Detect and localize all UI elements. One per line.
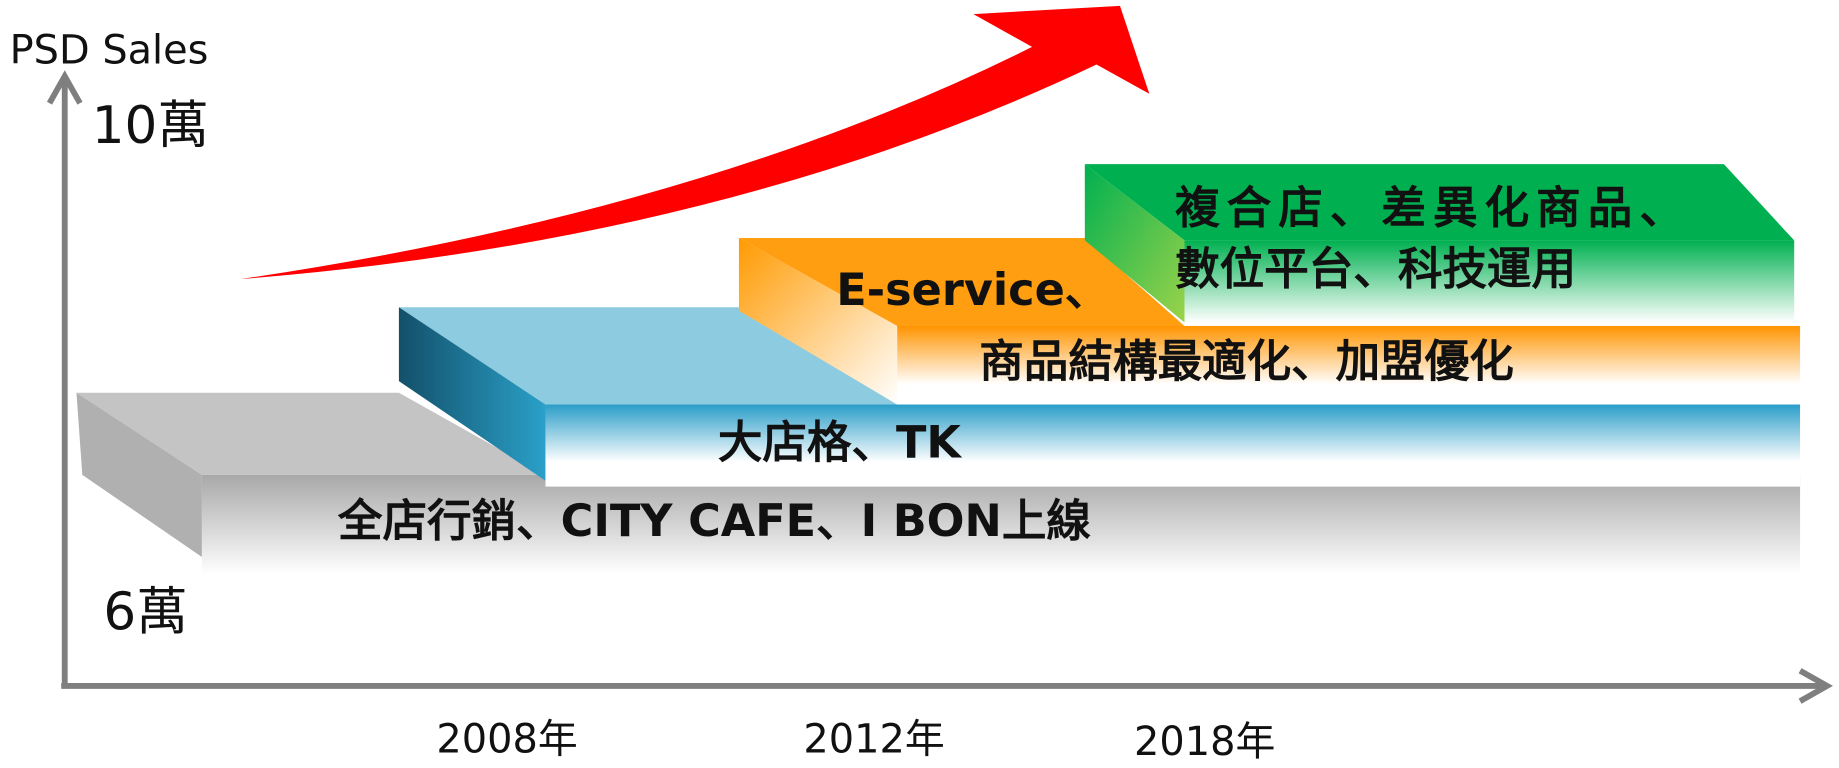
y-top-label: 10萬 (92, 96, 209, 156)
step-label: 複合店、差異化商品、 (1175, 182, 1691, 234)
step-label: 商品結構最適化、加盟優化 (979, 336, 1514, 388)
top-face (1084, 164, 1795, 241)
x-label: 2012年 (803, 717, 944, 763)
step-label: E-service、 (836, 264, 1109, 316)
step-label: 數位平台、科技運用 (1175, 243, 1576, 295)
x-label: 2018年 (1134, 719, 1275, 765)
x-label: 2008年 (436, 717, 577, 763)
top-face (398, 307, 898, 405)
side-face (398, 307, 546, 481)
y-axis-title: PSD Sales (10, 27, 209, 73)
axes (46, 70, 1833, 704)
growth-arrow (240, 5, 1150, 280)
front-face (545, 404, 1801, 487)
side-face (1084, 164, 1185, 323)
step-gray (76, 392, 1801, 575)
step-green (1084, 164, 1795, 323)
step-label: 大店格、TK (718, 417, 963, 469)
y-arrow (46, 70, 83, 105)
side-face (738, 238, 898, 405)
step-orange (738, 238, 1801, 405)
front-face (1184, 240, 1795, 323)
front-face (897, 325, 1801, 399)
step-blue (398, 307, 1801, 487)
step-label: 全店行銷、CITY CAFE、I BON上線 (337, 495, 1091, 547)
y-bottom-label: 6萬 (103, 583, 187, 643)
side-face (76, 392, 202, 557)
front-face (201, 474, 1801, 575)
top-face (76, 392, 546, 475)
top-face (738, 238, 1185, 326)
x-arrow (1798, 668, 1833, 704)
